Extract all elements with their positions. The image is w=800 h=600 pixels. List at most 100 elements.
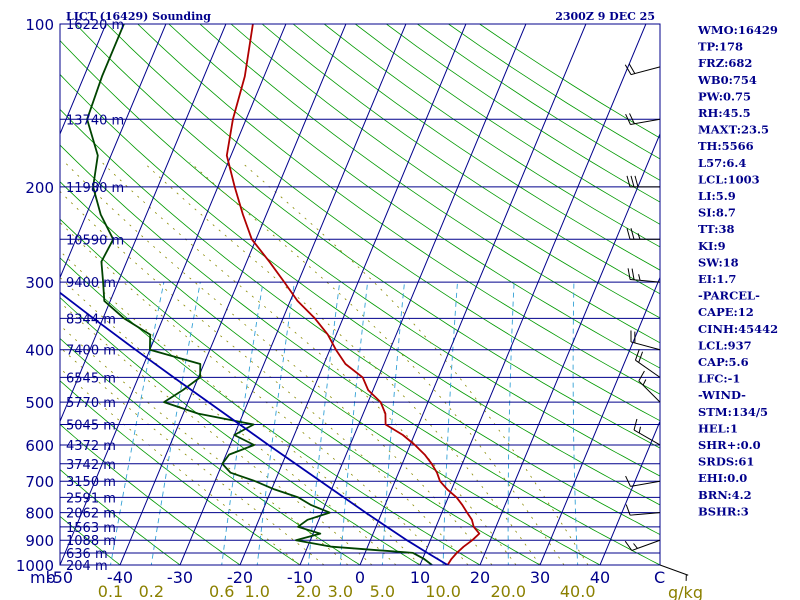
mixing-ratio-line [572,282,579,565]
stability-index: -PARCEL- [698,289,760,303]
stability-index: LFC:-1 [698,372,740,386]
mixing-ratio-unit-label: g/kg [668,583,703,600]
dry-adiabats [60,24,660,565]
pressure-tick-labels: 100 200 300 400 500 600 700 800 900 1000 [16,16,54,575]
height-label: 9400 m [66,276,116,291]
stability-index: TH:5566 [698,139,754,153]
wind-barb-staff [630,279,661,283]
mixing-ratio-line [442,282,458,565]
dry-adiabat [106,24,660,422]
stability-index: EHI:0.0 [698,471,747,485]
stability-index: BSHR:3 [698,504,749,518]
sounding-line-3 [60,291,449,565]
wind-barb-flag [625,504,631,516]
stability-index: -WIND- [698,388,746,402]
wind-barb-half-flag [642,379,647,386]
height-label: 7400 m [66,344,116,359]
isotherms [60,24,660,565]
wind-barb [630,330,661,351]
wind-barb [634,349,661,378]
pressure-tick-label: 300 [25,274,54,292]
wind-barb [624,63,661,76]
sounding-line-2 [86,24,433,565]
wind-barb-flag [634,349,640,361]
mixing-ratio-line [221,282,264,565]
wind-barb-flag [633,418,638,431]
wind-barb-flag [631,268,635,280]
height-label: 1563 m [66,521,116,536]
temperature-tick-label: -10 [287,568,313,587]
mixing-ratio-line [339,282,369,565]
dry-adiabat [60,73,660,506]
stability-index: WB0:754 [697,73,757,87]
isotherm [60,24,287,565]
wind-barb-flag [630,175,635,187]
wind-barb-flag [629,113,635,124]
mixing-ratio-lines [110,282,579,565]
height-label: 2591 m [66,491,116,506]
dry-adiabat [60,380,301,565]
moist-adiabat [64,161,493,565]
plot-frame [59,23,661,566]
stability-index: EI:1.7 [698,272,736,286]
height-label: 11980 m [66,181,124,196]
moist-adiabat [60,301,373,565]
height-label: 4372 m [66,439,116,454]
wind-barb-staff [630,341,661,351]
temperature-tick-label: 40 [590,568,610,587]
mixing-ratio-tick-label: 20.0 [490,582,526,600]
stability-index: SI:8.7 [698,206,736,220]
dry-adiabat [60,423,241,565]
wind-barb-staff [633,429,661,446]
stability-index: L57:6.4 [698,156,746,170]
temperature-tick-label: -40 [107,568,133,587]
pressure-tick-label: 400 [25,342,54,360]
sounding-line-1 [225,24,481,565]
wind-barb-flag [630,228,635,240]
stability-index: CAPE:12 [698,305,754,319]
wind-barb [625,504,661,516]
height-label: 636 m [66,547,108,562]
sounding-series [60,24,481,565]
moist-adiabat [60,190,469,565]
mixing-ratio-tick-labels: 0.1 0.2 0.6 1.0 2.0 3.0 5.0 10.0 20.0 40.0 [98,582,596,600]
dry-adiabat [75,24,660,449]
stability-index: SW:18 [698,255,739,269]
wind-barb-staff [630,66,661,76]
chart-title: LICT (16429) Sounding [66,10,211,23]
height-label: 1088 m [66,534,116,549]
wind-barb-staff [635,359,661,378]
isotherm [359,24,587,565]
pressure-tick-label: 800 [25,505,54,523]
mixing-ratio-tick-label: 10.0 [425,582,461,600]
mixing-ratio-tick-label: 5.0 [370,582,395,600]
stability-index: STM:134/5 [698,405,768,419]
height-label: 13740 m [66,113,124,128]
isotherm [60,24,227,423]
wind-barb-flag [625,113,631,125]
wind-barb-flag [634,175,639,187]
isotherm [239,24,467,565]
mixing-ratio-tick-label: 1.0 [244,582,269,600]
wind-barb-flag [625,475,631,487]
dry-adiabat [60,337,361,565]
wind-barb-flag [638,370,645,382]
temperature-unit-label: C [654,568,665,587]
wind-barb-half-flag [633,543,638,549]
mixing-ratio-line [507,282,515,565]
stability-index: SHR+:0.0 [698,438,761,452]
height-label: 204 m [66,559,108,574]
wind-barb [626,228,660,240]
height-label: 10590 m [66,233,124,248]
temperature-tick-label: 30 [530,568,550,587]
height-label: 3742 m [66,458,116,473]
stability-index: TP:178 [698,40,743,54]
isotherm [539,276,660,565]
wind-barb-staff [631,539,661,551]
mixing-ratio-line [256,282,295,565]
pressure-tick-label: 200 [25,179,54,197]
stability-index: TT:38 [698,222,735,236]
wind-barb [627,268,661,283]
stability-index: LI:5.9 [698,189,736,203]
